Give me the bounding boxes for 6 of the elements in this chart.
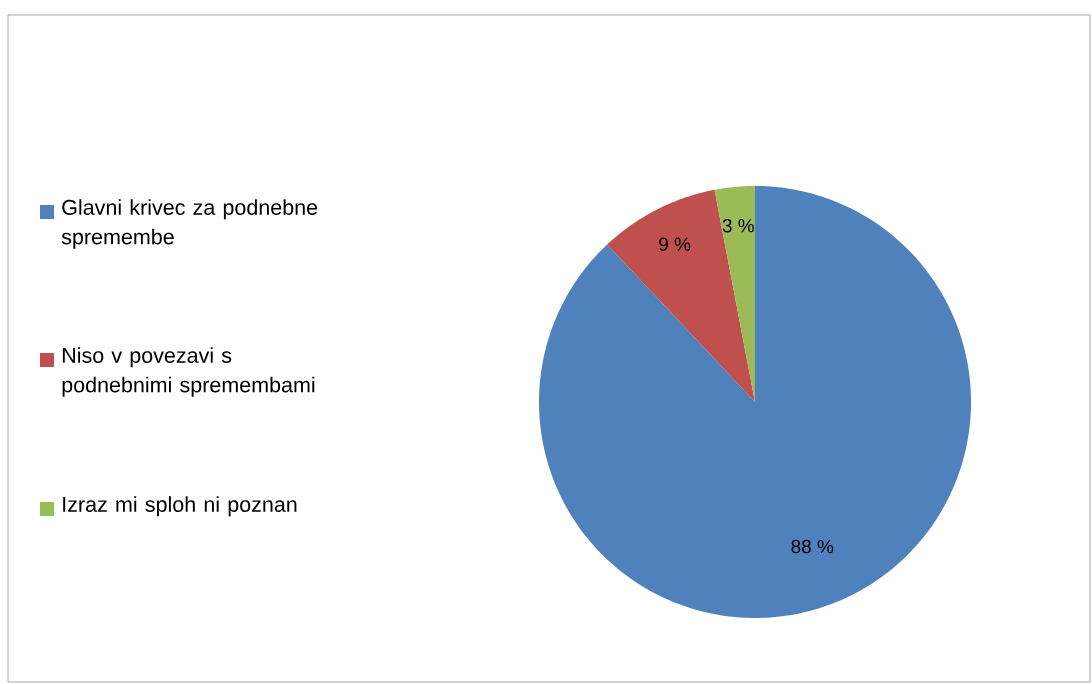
data-label: 88 % <box>791 539 834 554</box>
legend-label: Izraz mi sploh ni poznan <box>63 496 297 517</box>
data-label: 3 % <box>722 218 755 233</box>
data-label: 9 % <box>659 237 691 251</box>
legend-label: Niso v povezavi s podnebnimi spremembami <box>62 347 315 397</box>
legend-label: Glavni krivec za podnebne spremembe <box>61 199 318 249</box>
